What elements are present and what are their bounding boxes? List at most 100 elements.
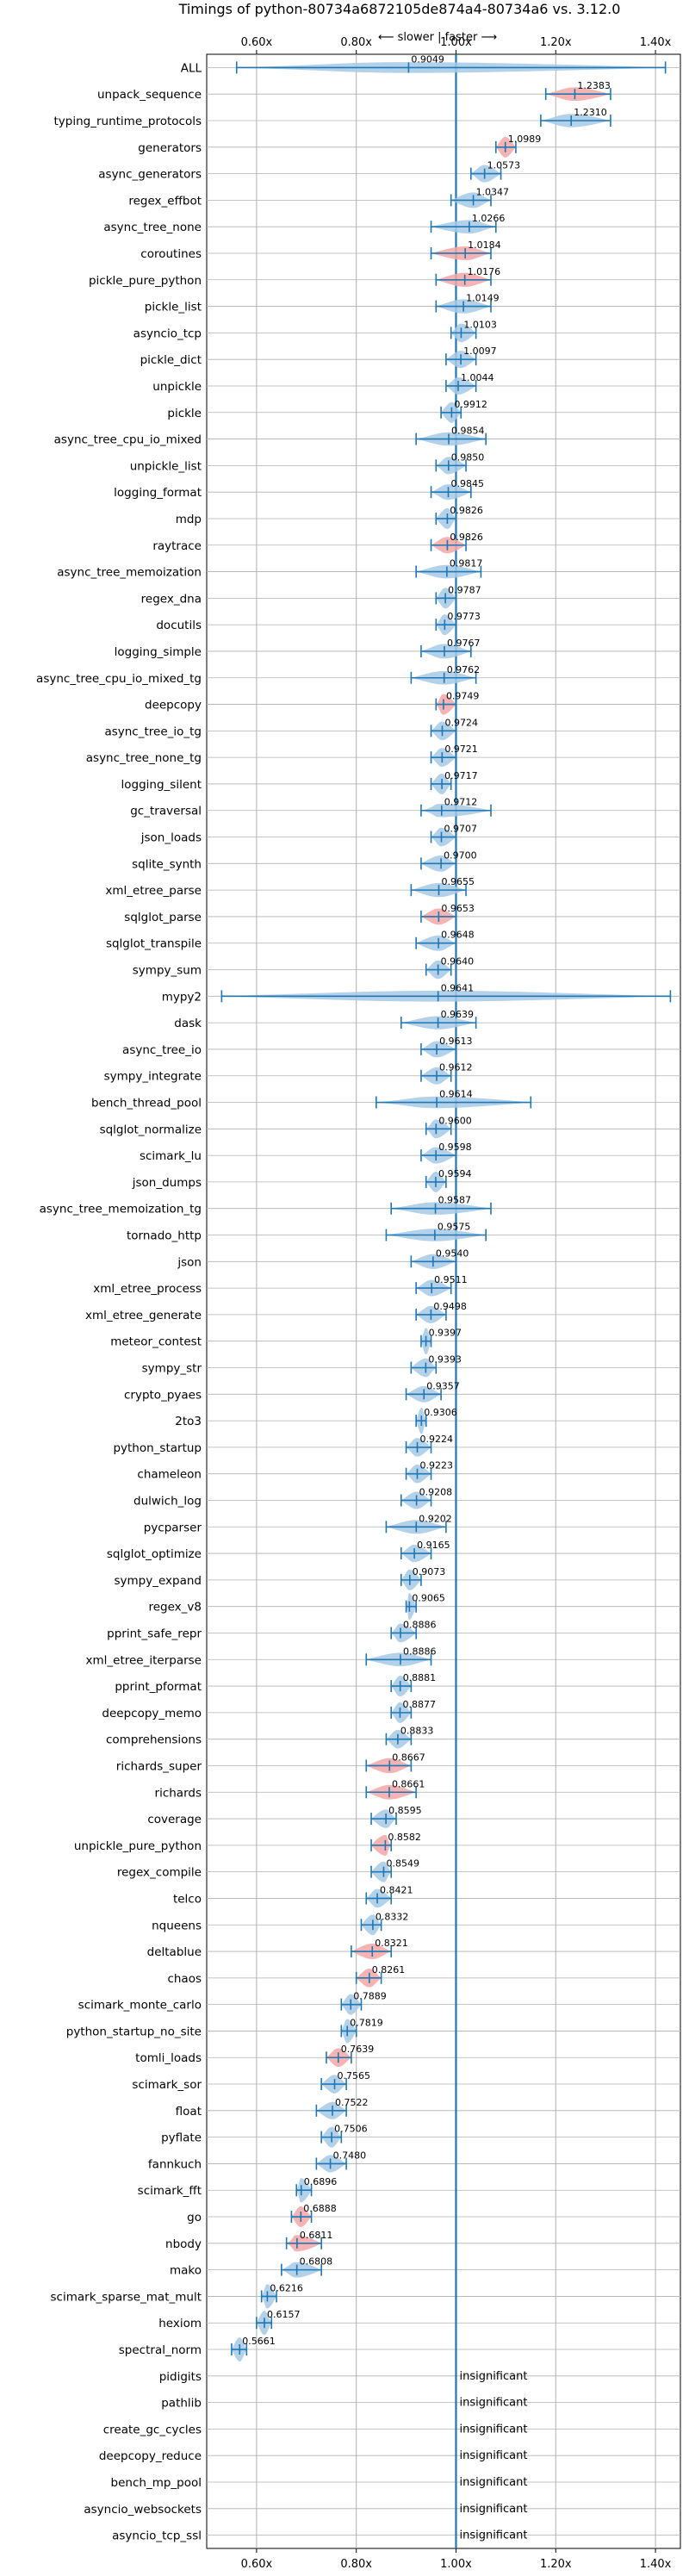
value-label: 0.8549 xyxy=(386,1858,419,1870)
category-label: comprehensions xyxy=(106,1733,202,1747)
category-label: unpickle_list xyxy=(130,459,202,473)
value-label: 0.8833 xyxy=(400,1726,434,1737)
category-label: logging_silent xyxy=(121,778,202,792)
value-label: 0.9208 xyxy=(419,1486,453,1497)
value-label: 0.7480 xyxy=(333,2150,367,2161)
category-label: regex_effbot xyxy=(128,194,202,208)
value-label: 0.9854 xyxy=(451,426,485,437)
value-label: 0.9049 xyxy=(411,53,444,65)
value-label: 0.9787 xyxy=(448,584,481,595)
x-tick-label-bottom: 1.20x xyxy=(540,2558,572,2571)
category-label: scimark_monte_carlo xyxy=(78,1999,202,2013)
value-label: 0.9653 xyxy=(441,903,475,914)
value-label: 0.7522 xyxy=(335,2097,369,2108)
value-label: 1.0347 xyxy=(476,186,510,197)
value-label: 0.9202 xyxy=(419,1513,452,1524)
category-label: async_tree_cpu_io_mixed xyxy=(54,433,202,447)
category-label: tomli_loads xyxy=(135,2051,202,2065)
category-label: coroutines xyxy=(140,247,202,261)
category-label: richards xyxy=(155,1786,202,1800)
category-label: deltablue xyxy=(147,1945,202,1959)
value-label: 0.9712 xyxy=(444,797,478,808)
category-label: nbody xyxy=(165,2237,202,2251)
category-label: asyncio_websockets xyxy=(84,2503,202,2517)
value-label: 0.9826 xyxy=(450,505,483,516)
value-label: 1.0266 xyxy=(472,213,506,224)
category-label: pickle xyxy=(167,407,202,420)
value-label: 0.9845 xyxy=(451,478,485,489)
value-label: 0.9762 xyxy=(447,664,481,675)
category-label: pickle_pure_python xyxy=(89,274,202,288)
value-label: 0.8881 xyxy=(403,1672,437,1683)
category-label: regex_compile xyxy=(117,1866,202,1880)
category-label: scimark_sor xyxy=(132,2078,202,2092)
value-label: 0.7819 xyxy=(350,2017,383,2028)
category-label: regex_dna xyxy=(141,592,202,606)
category-label: sympy_str xyxy=(142,1361,202,1375)
value-label: 0.9594 xyxy=(438,1168,471,1179)
category-label: async_tree_io xyxy=(122,1043,202,1057)
value-label: 1.0097 xyxy=(463,345,497,357)
category-label: 2to3 xyxy=(175,1415,202,1428)
value-label: 1.0989 xyxy=(508,134,542,145)
category-label: xml_etree_iterparse xyxy=(86,1653,202,1667)
value-label: 1.2310 xyxy=(574,107,607,118)
value-label: 1.0176 xyxy=(468,266,501,277)
category-label: bench_thread_pool xyxy=(91,1097,202,1111)
value-label: 0.8332 xyxy=(376,1911,409,1922)
value-label: 1.2383 xyxy=(577,80,611,91)
category-label: crypto_pyaes xyxy=(124,1388,202,1402)
category-label: logging_format xyxy=(114,486,202,500)
value-label: 0.9511 xyxy=(434,1274,468,1285)
value-label: 1.0184 xyxy=(468,240,501,251)
value-label: 0.9767 xyxy=(447,638,481,649)
category-label: pprint_pformat xyxy=(115,1680,202,1694)
value-label: 0.6888 xyxy=(303,2203,337,2214)
value-label: 0.9223 xyxy=(419,1460,453,1472)
x-tick-label-bottom: 1.40x xyxy=(640,2558,672,2571)
value-label: 1.0044 xyxy=(461,372,494,383)
value-label: 0.7506 xyxy=(334,2124,368,2135)
value-label: 0.9707 xyxy=(444,824,478,835)
category-label: async_generators xyxy=(98,168,202,182)
category-label: tornado_http xyxy=(127,1229,202,1243)
category-label: unpack_sequence xyxy=(97,88,202,102)
x-tick-label-top: 1.00x xyxy=(440,36,472,49)
category-label: chaos xyxy=(167,1972,202,1986)
category-label: xml_etree_parse xyxy=(105,884,202,898)
insignificant-label: insignificant xyxy=(459,2503,527,2516)
category-label: pickle_dict xyxy=(140,353,202,367)
category-label: bench_mp_pool xyxy=(111,2476,202,2490)
value-label: 0.6896 xyxy=(304,2176,338,2187)
value-label: 0.7565 xyxy=(338,2070,371,2081)
insignificant-label: insignificant xyxy=(459,2449,527,2462)
category-label: go xyxy=(187,2211,202,2224)
category-label: pprint_safe_repr xyxy=(107,1627,202,1640)
category-label: spectral_norm xyxy=(119,2343,202,2357)
category-label: mypy2 xyxy=(162,990,202,1004)
value-label: 0.9073 xyxy=(413,1566,446,1577)
category-label: chameleon xyxy=(137,1468,202,1482)
category-label: async_tree_io_tg xyxy=(104,725,202,738)
value-labels: 0.9049 1.2383 1.2310 1.0989 1.0573 1.0347 1.02… xyxy=(242,53,611,2542)
category-label: telco xyxy=(173,1892,202,1906)
x-tick-label-bottom: 0.60x xyxy=(241,2558,273,2571)
value-label: 0.8261 xyxy=(372,1964,406,1976)
category-label: logging_simple xyxy=(115,645,202,659)
category-label: nqueens xyxy=(152,1919,202,1932)
category-label: xml_etree_generate xyxy=(85,1309,202,1322)
category-label: async_tree_memoization_tg xyxy=(40,1203,202,1216)
value-label: 0.9773 xyxy=(447,611,481,622)
category-label: dask xyxy=(174,1017,202,1030)
value-label: 0.9724 xyxy=(444,717,478,728)
value-label: 0.9612 xyxy=(439,1062,472,1073)
category-label: mdp xyxy=(176,513,202,526)
category-label: create_gc_cycles xyxy=(103,2423,202,2436)
category-label: sympy_sum xyxy=(133,964,202,978)
x-axis-ticks: 0.60x 0.60x 0.80x 0.80x 1.00x 1.00x 1.20x 1.20x… xyxy=(241,36,672,2571)
value-label: 0.9648 xyxy=(441,930,475,941)
category-label: docutils xyxy=(156,619,202,632)
category-label: json_dumps xyxy=(132,1176,202,1190)
value-label: 0.6216 xyxy=(270,2282,303,2293)
